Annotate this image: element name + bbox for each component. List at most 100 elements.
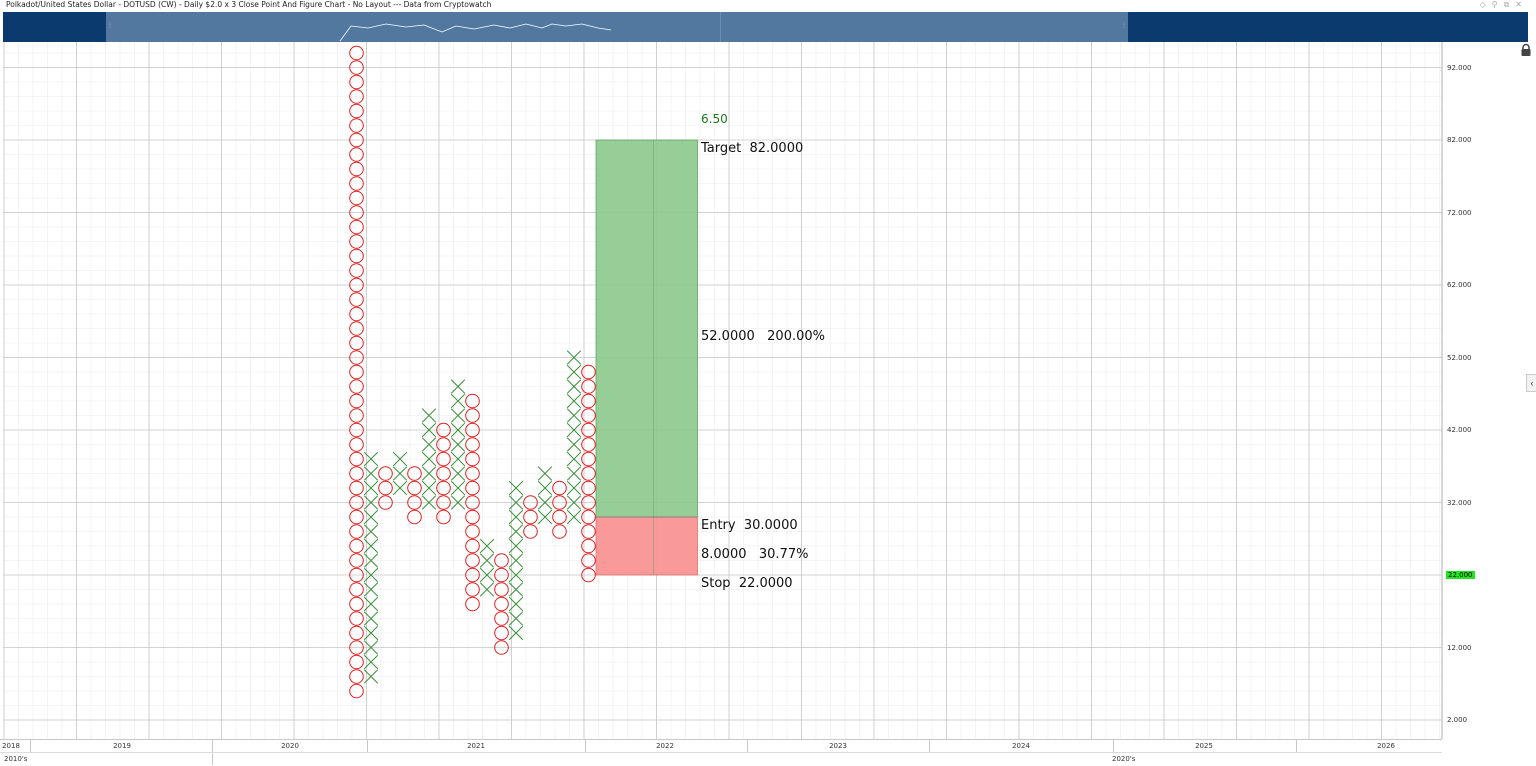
o-box	[349, 379, 364, 394]
x-box	[363, 596, 379, 612]
o-box	[436, 451, 451, 467]
o-box	[581, 422, 596, 438]
x-column	[566, 350, 582, 525]
o-box	[436, 509, 451, 525]
o-box	[349, 422, 364, 438]
o-box	[465, 451, 480, 467]
decade-label: 2010's	[4, 755, 28, 763]
o-box	[436, 480, 451, 496]
y-tick-label: 62.000	[1447, 281, 1472, 289]
o-box	[465, 393, 480, 409]
o-box	[349, 132, 364, 148]
o-box	[349, 205, 364, 220]
x-box	[363, 611, 379, 626]
diamond-icon[interactable]: ◇	[1479, 0, 1492, 9]
x-box	[450, 437, 466, 452]
o-box	[465, 466, 480, 481]
o-box	[349, 654, 364, 670]
o-column	[465, 393, 480, 612]
x-box	[566, 437, 582, 452]
o-box	[523, 524, 538, 539]
o-box	[581, 451, 596, 467]
o-box	[378, 466, 393, 481]
year-label: 2026	[1377, 742, 1395, 750]
o-box	[552, 495, 567, 510]
x-box	[363, 654, 379, 670]
x-box	[392, 480, 408, 496]
o-box	[349, 538, 364, 554]
o-box	[407, 509, 422, 525]
target-label: Target 82.0000	[701, 141, 804, 156]
o-box	[378, 495, 393, 510]
x-box	[566, 495, 582, 510]
o-box	[349, 118, 364, 133]
x-box	[508, 596, 524, 612]
o-box	[349, 466, 364, 481]
x-column	[392, 451, 408, 496]
x-column	[508, 480, 524, 641]
x-box	[566, 393, 582, 409]
pin-icon[interactable]: ⚲	[1491, 0, 1504, 9]
o-box	[407, 495, 422, 510]
x-box	[537, 495, 553, 510]
x-box	[450, 408, 466, 423]
o-box	[494, 611, 509, 626]
o-box	[436, 495, 451, 510]
price-axis[interactable]: 92.000 82.000 72.000 62.000 52.000 42.000 32.0…	[1442, 42, 1536, 765]
maximize-icon[interactable]: ⧉	[1503, 0, 1516, 9]
year-separator	[1296, 740, 1297, 752]
x-box	[566, 509, 582, 525]
o-box	[465, 480, 480, 496]
o-box	[581, 393, 596, 409]
x-box	[421, 437, 437, 452]
y-tick-label: 32.000	[1447, 498, 1472, 507]
o-box	[349, 582, 364, 597]
o-box	[349, 625, 364, 641]
x-box	[421, 408, 437, 423]
x-box	[450, 480, 466, 496]
o-box	[552, 509, 567, 525]
o-box	[349, 509, 364, 525]
reward-label: 52.0000 200.00%	[701, 329, 825, 344]
x-box	[479, 553, 495, 568]
o-box	[349, 190, 364, 206]
lock-icon[interactable]	[1519, 43, 1533, 57]
o-box	[581, 524, 596, 539]
o-box	[523, 495, 538, 510]
o-box	[581, 480, 596, 496]
o-box	[523, 509, 538, 525]
x-box	[363, 669, 379, 684]
x-box	[566, 408, 582, 423]
x-box	[450, 379, 466, 394]
o-box	[581, 509, 596, 525]
x-box	[450, 451, 466, 467]
risk-zone[interactable]	[595, 516, 698, 576]
year-separator	[30, 740, 31, 752]
o-box	[465, 553, 480, 568]
x-box	[450, 393, 466, 409]
x-box	[508, 538, 524, 554]
x-box	[363, 625, 379, 641]
o-box	[581, 437, 596, 452]
x-box	[479, 567, 495, 583]
x-box	[508, 582, 524, 597]
time-axis[interactable]: 2018 2019 2020 2021 2022 2023 2024 2025 2026 201…	[0, 739, 1442, 766]
title-toolbar: ◇⚲⧉✕	[1480, 0, 1528, 10]
x-box	[363, 640, 379, 655]
x-box	[566, 480, 582, 496]
o-box	[494, 567, 509, 583]
reward-zone[interactable]	[595, 139, 698, 518]
decade-separator	[212, 753, 213, 765]
collapse-panel-button[interactable]: ‹	[1526, 374, 1536, 392]
o-column	[436, 422, 451, 525]
close-icon[interactable]: ✕	[1515, 0, 1528, 9]
risk-label: 8.0000 30.77%	[701, 547, 809, 562]
navigator-right-handle-icon[interactable]: ⁞	[1123, 23, 1125, 30]
navigator-left-handle-icon[interactable]: ⁞	[109, 23, 111, 30]
o-box	[436, 466, 451, 481]
o-box	[349, 611, 364, 626]
navigator-window[interactable]: ⁞ ⁞	[106, 12, 1128, 42]
navigator-bar[interactable]: ⁞ ⁞	[3, 12, 1528, 42]
x-box	[479, 582, 495, 597]
